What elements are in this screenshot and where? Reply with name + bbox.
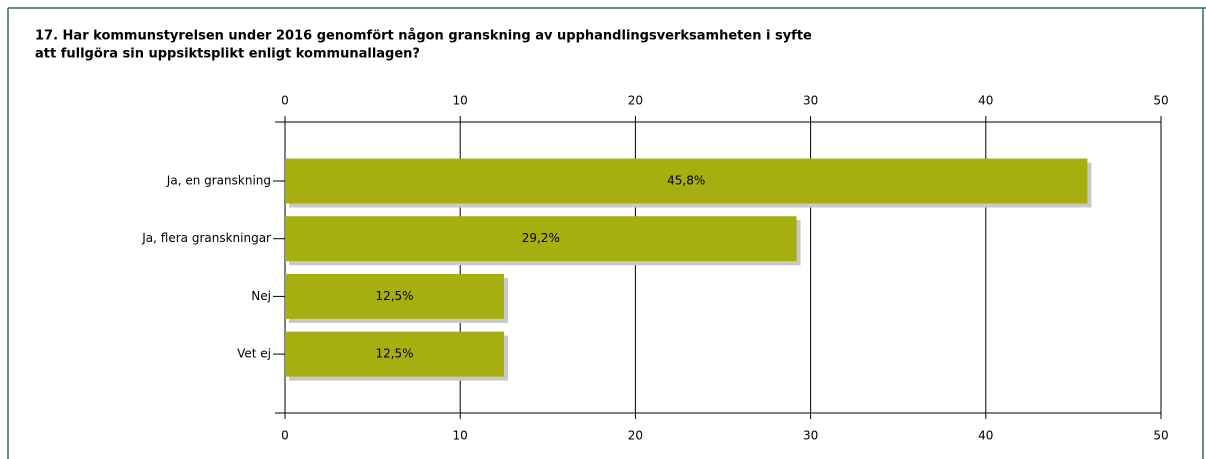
y-tick-label: Ja, flera granskningar [141, 231, 271, 245]
x-tick-label: 50 [1153, 429, 1168, 443]
y-tick-label: Vet ej [237, 347, 271, 361]
x-tick-label: 0 [281, 429, 289, 443]
x-tick-label: 40 [978, 429, 993, 443]
bar [285, 331, 504, 377]
x-tick-label: 20 [628, 429, 643, 443]
chart-title: att fullgöra sin uppsiktsplikt enligt ko… [35, 47, 420, 62]
bar [285, 273, 504, 319]
data-label: 45,8% [667, 174, 705, 188]
bar [285, 158, 1088, 204]
x-tick-label: 50 [1153, 94, 1168, 108]
x-tick-label: 40 [978, 94, 993, 108]
x-tick-label: 30 [803, 429, 818, 443]
x-tick-label: 10 [453, 429, 468, 443]
x-tick-label: 0 [281, 94, 289, 108]
data-label: 29,2% [522, 231, 560, 245]
y-tick-label: Ja, en granskning [166, 174, 271, 188]
x-tick-label: 30 [803, 94, 818, 108]
y-tick-label: Nej [251, 289, 271, 303]
x-tick-label: 10 [453, 94, 468, 108]
data-label: 12,5% [375, 289, 413, 303]
data-label: 12,5% [375, 347, 413, 361]
chart-title: 17. Har kommunstyrelsen under 2016 genom… [35, 29, 812, 44]
bar [285, 216, 797, 262]
x-tick-label: 20 [628, 94, 643, 108]
